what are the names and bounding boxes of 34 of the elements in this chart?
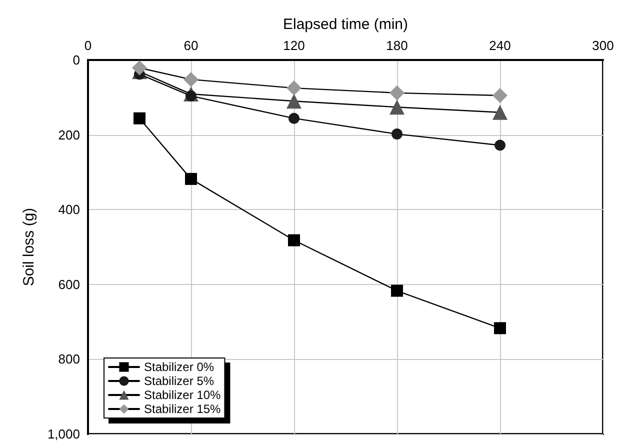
point — [390, 85, 404, 100]
point — [492, 88, 508, 104]
y-tick-label: 400 — [58, 202, 80, 218]
point — [288, 112, 300, 124]
point — [288, 234, 300, 246]
point — [286, 94, 302, 109]
x-tick-label: 0 — [84, 38, 92, 53]
point — [492, 104, 508, 120]
x-tick-label: 300 — [592, 38, 614, 53]
point — [286, 80, 302, 96]
point — [391, 284, 403, 297]
legend-label: Stabilizer 5% — [144, 374, 214, 388]
point — [134, 112, 146, 124]
y-tick-label: 800 — [58, 352, 80, 367]
legend-label: Stabilizer 15% — [144, 402, 222, 416]
y-axis-title: Soil loss (g) — [20, 208, 38, 286]
y-tick-label: 1,000 — [47, 426, 80, 442]
y-tick-label: 600 — [58, 276, 80, 292]
legend-label: Stabilizer 10% — [144, 388, 222, 402]
x-axis-title: Elapsed time (min) — [282, 16, 408, 33]
x-tick-label: 180 — [386, 38, 408, 53]
x-tick-label: 120 — [283, 38, 305, 53]
y-tick-label: 200 — [58, 127, 80, 142]
legend-label: Stabilizer 0% — [144, 360, 214, 374]
x-tick-label: 60 — [184, 38, 198, 53]
x-tick-label: 240 — [489, 38, 511, 53]
point — [390, 100, 404, 115]
y-tick-label: 0 — [72, 52, 80, 68]
point — [494, 140, 506, 151]
point — [494, 322, 506, 334]
point — [184, 72, 198, 87]
point — [185, 172, 197, 185]
point — [392, 128, 402, 140]
point — [132, 60, 147, 76]
